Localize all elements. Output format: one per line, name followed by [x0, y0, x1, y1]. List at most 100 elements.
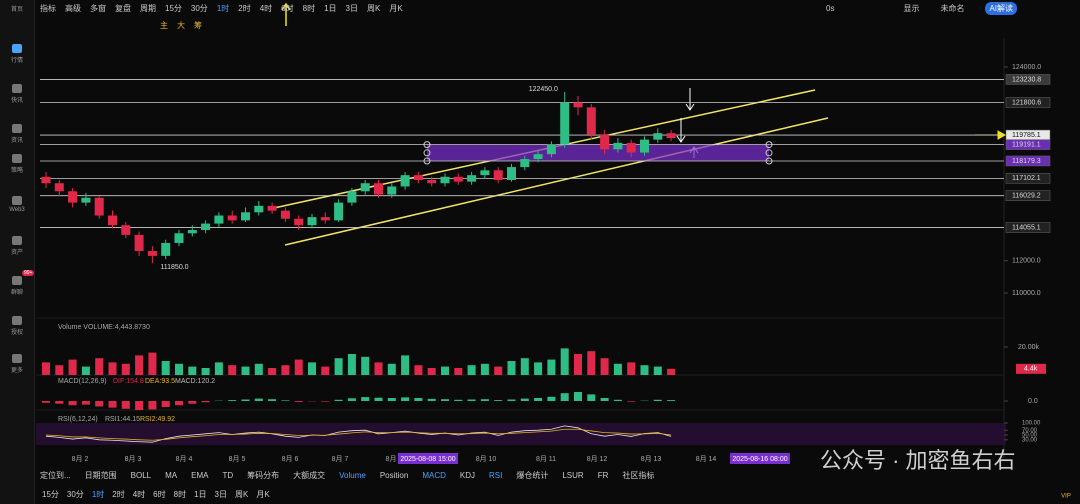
interval[interactable]: 3日: [214, 489, 227, 499]
interval[interactable]: 30分: [66, 489, 84, 499]
volume-bar: [347, 354, 356, 375]
nav-icon: [12, 84, 22, 93]
volume-bar: [414, 365, 423, 375]
volume-bar: [161, 361, 170, 375]
indicator[interactable]: MACD: [422, 470, 446, 480]
interval[interactable]: 6时: [281, 3, 294, 13]
interval[interactable]: 8时: [173, 489, 187, 499]
indicator[interactable]: MA: [165, 470, 178, 480]
tool[interactable]: 0s: [826, 3, 835, 13]
candle-body: [54, 183, 64, 192]
candle-body: [613, 142, 623, 150]
nav-item[interactable]: 策略: [0, 154, 34, 174]
indicator[interactable]: EMA: [191, 470, 209, 480]
volume-bar: [55, 365, 64, 375]
indicator[interactable]: KDJ: [459, 470, 475, 480]
arrow: [281, 2, 291, 26]
interval[interactable]: 月K: [389, 3, 403, 13]
nav-item[interactable]: 首页: [0, 4, 34, 13]
indicator[interactable]: TD: [222, 470, 234, 480]
indicator[interactable]: 筹码分布: [247, 470, 280, 480]
nav-item[interactable]: 授权: [0, 316, 34, 336]
interval[interactable]: 1日: [194, 489, 207, 499]
tool[interactable]: 多窗: [90, 3, 106, 13]
candle-body: [573, 102, 583, 108]
ai-button[interactable]: AI解读: [985, 1, 1018, 15]
nav-item[interactable]: Web3: [0, 196, 34, 213]
legend: DEA:93.5: [145, 378, 175, 385]
interval[interactable]: 周K: [366, 3, 381, 13]
interval[interactable]: 月K: [256, 489, 270, 499]
candle-body: [493, 170, 503, 180]
candle-body: [626, 142, 636, 153]
interval[interactable]: 1时: [91, 489, 105, 499]
indicator[interactable]: BOLL: [130, 470, 152, 480]
tool[interactable]: 周期: [140, 3, 156, 13]
volume-bar: [81, 366, 90, 375]
nav-item[interactable]: 资产: [0, 236, 34, 256]
macd-bar: [427, 398, 436, 401]
interval[interactable]: 15分: [165, 3, 182, 13]
nav-item[interactable]: 资讯: [0, 124, 34, 144]
volume-bar: [401, 355, 410, 375]
volume-bar: [361, 356, 370, 375]
nav-label: 资产: [10, 250, 23, 256]
chip[interactable]: 主: [160, 20, 168, 30]
volume-badge-bg: [1016, 363, 1046, 374]
volume-bar: [228, 365, 237, 375]
legend: Volume VOLUME:4,443.8730: [58, 324, 150, 331]
interval[interactable]: 2时: [238, 3, 251, 13]
interval[interactable]: 1日: [324, 3, 337, 13]
nav-label: 首页: [10, 7, 23, 13]
toolbar-right: 0s 显示 未命名 AI解读: [826, 1, 1018, 15]
chip[interactable]: 大: [177, 20, 185, 30]
indicator[interactable]: LSUR: [562, 470, 584, 480]
macd-bar: [494, 400, 503, 401]
tool[interactable]: 定位到...: [40, 470, 71, 480]
tool[interactable]: 未命名: [940, 3, 965, 13]
tool[interactable]: 复盘: [115, 3, 131, 13]
macd-bar: [228, 400, 237, 401]
interval[interactable]: 1时: [216, 3, 230, 13]
indicator[interactable]: Volume: [339, 470, 366, 480]
legend: RSI1:44.15: [105, 416, 140, 423]
candle-body: [161, 242, 171, 256]
tool[interactable]: 高级: [65, 3, 81, 13]
indicator[interactable]: 爆仓统计: [516, 470, 549, 480]
interval[interactable]: 周K: [234, 489, 249, 499]
macd-bar: [188, 401, 197, 404]
interval[interactable]: 6时: [153, 489, 166, 499]
annotation: 122450.0: [529, 86, 558, 93]
indicator[interactable]: 大额成交: [293, 470, 326, 480]
interval[interactable]: 30分: [190, 3, 208, 13]
nav-item[interactable]: 快讯: [0, 84, 34, 104]
chip[interactable]: 筹: [194, 20, 202, 30]
indicator[interactable]: 社区指标: [622, 470, 655, 480]
crosshair-label-bg: [730, 453, 790, 464]
y-tick-label: 30.00: [1022, 437, 1038, 443]
nav-item[interactable]: 行情: [0, 44, 34, 64]
macd-bar: [401, 397, 410, 401]
interval[interactable]: 2时: [112, 489, 125, 499]
indicator[interactable]: Position: [379, 470, 409, 480]
interval[interactable]: 8时: [302, 3, 316, 13]
tool[interactable]: 显示: [903, 3, 920, 13]
interval[interactable]: 4时: [132, 489, 146, 499]
volume-bar: [454, 368, 463, 375]
y-tick-label: 110000.0: [1012, 290, 1041, 297]
x-tick-label: 8月 12: [587, 455, 608, 463]
volume-bar: [281, 365, 290, 375]
indicator[interactable]: RSI: [489, 470, 503, 480]
indicator[interactable]: FR: [597, 470, 609, 480]
candle-body: [68, 191, 78, 203]
macd-bar: [374, 397, 383, 401]
interval[interactable]: 4时: [259, 3, 273, 13]
nav-item[interactable]: 更多: [0, 354, 34, 374]
volume-bar: [254, 363, 263, 375]
tool[interactable]: 日期范围: [84, 470, 117, 480]
tool[interactable]: 指标: [40, 3, 56, 13]
nav-item[interactable]: 群聊: [0, 276, 34, 296]
interval[interactable]: 3日: [345, 3, 358, 13]
interval[interactable]: 15分: [42, 489, 59, 499]
